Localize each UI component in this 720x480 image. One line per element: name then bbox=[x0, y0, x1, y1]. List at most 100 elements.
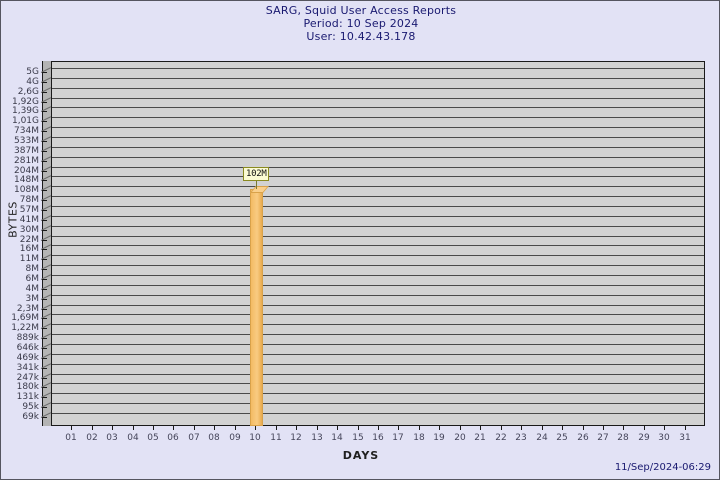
y-axis-label: 533M bbox=[14, 136, 39, 146]
x-axis-label: 08 bbox=[208, 433, 220, 443]
y-axis-tick bbox=[42, 131, 47, 132]
x-axis-label: 25 bbox=[556, 433, 568, 443]
y-axis-tick bbox=[42, 299, 47, 300]
x-axis-label: 07 bbox=[188, 433, 200, 443]
x-axis-tick bbox=[378, 426, 379, 430]
y-axis-tick bbox=[42, 92, 47, 93]
gridline bbox=[52, 78, 704, 79]
x-axis-tick bbox=[337, 426, 338, 430]
gridline bbox=[52, 413, 704, 414]
y-axis-label: 1,01G bbox=[11, 116, 39, 126]
y-axis-label: 204M bbox=[14, 166, 39, 176]
x-axis-label: 17 bbox=[392, 433, 404, 443]
x-axis-tick bbox=[542, 426, 543, 430]
x-axis-tick bbox=[501, 426, 502, 430]
gridline bbox=[52, 324, 704, 325]
gridline bbox=[52, 186, 704, 187]
x-axis-label: 14 bbox=[331, 433, 343, 443]
y-axis-label: 341k bbox=[16, 363, 39, 373]
y-axis-tick bbox=[42, 230, 47, 231]
gridline bbox=[52, 344, 704, 345]
gridline bbox=[52, 98, 704, 99]
chart-subtitle-period: Period: 10 Sep 2024 bbox=[303, 17, 419, 30]
y-axis-tick bbox=[42, 210, 47, 211]
chart-title-block: SARG, Squid User Access Reports Period: … bbox=[1, 4, 719, 43]
x-axis-tick bbox=[664, 426, 665, 430]
y-axis-tick bbox=[42, 338, 47, 339]
data-bar-face bbox=[251, 190, 262, 425]
y-axis-tick bbox=[42, 200, 47, 201]
x-axis-label: 09 bbox=[229, 433, 241, 443]
y-axis-tick bbox=[42, 240, 47, 241]
gridline bbox=[52, 157, 704, 158]
x-axis-tick bbox=[194, 426, 195, 430]
x-axis-tick bbox=[112, 426, 113, 430]
y-axis-tick bbox=[42, 318, 47, 319]
gridline bbox=[52, 127, 704, 128]
data-bar-top-cap bbox=[250, 186, 269, 193]
y-axis-label: 16M bbox=[19, 244, 39, 254]
y-axis-label: 69k bbox=[22, 412, 39, 422]
x-axis-label: 27 bbox=[597, 433, 609, 443]
gridline bbox=[52, 393, 704, 394]
y-axis-tick bbox=[42, 249, 47, 250]
x-axis-tick bbox=[439, 426, 440, 430]
x-axis-label: 01 bbox=[65, 433, 77, 443]
x-axis-tick bbox=[71, 426, 72, 430]
x-axis-tick bbox=[133, 426, 134, 430]
plot-bottom-right-bevel bbox=[705, 416, 715, 426]
x-axis-label: 05 bbox=[147, 433, 159, 443]
y-axis-label: 2,6G bbox=[17, 87, 39, 97]
y-axis-tick bbox=[42, 161, 47, 162]
chart-title: SARG, Squid User Access Reports bbox=[265, 4, 457, 17]
x-axis-label: 22 bbox=[495, 433, 507, 443]
x-axis-label: 12 bbox=[290, 433, 302, 443]
y-axis-label: 889k bbox=[16, 333, 39, 343]
x-axis-tick bbox=[255, 426, 256, 430]
gridline bbox=[52, 226, 704, 227]
x-axis-tick bbox=[460, 426, 461, 430]
x-axis-label: 28 bbox=[617, 433, 629, 443]
x-axis-tick bbox=[296, 426, 297, 430]
y-axis-tick bbox=[42, 190, 47, 191]
plot-left-bevel bbox=[42, 61, 52, 426]
y-axis-tick bbox=[42, 417, 47, 418]
x-axis-tick bbox=[153, 426, 154, 430]
y-axis-label: 4G bbox=[26, 77, 39, 87]
y-axis-tick bbox=[42, 397, 47, 398]
y-axis-tick bbox=[42, 259, 47, 260]
y-axis-label: 108M bbox=[14, 185, 39, 195]
x-axis-tick bbox=[317, 426, 318, 430]
gridline bbox=[52, 295, 704, 296]
y-axis-tick bbox=[42, 328, 47, 329]
y-axis-title: BYTES bbox=[6, 201, 20, 238]
x-axis-label: 11 bbox=[270, 433, 282, 443]
x-axis-tick bbox=[214, 426, 215, 430]
x-axis-label: 20 bbox=[454, 433, 466, 443]
gridline bbox=[52, 216, 704, 217]
x-axis-label: 21 bbox=[474, 433, 486, 443]
y-axis-label: 180k bbox=[16, 382, 39, 392]
gridline bbox=[52, 68, 704, 69]
y-axis-tick bbox=[42, 141, 47, 142]
y-axis-label: 469k bbox=[16, 353, 39, 363]
x-axis-tick bbox=[480, 426, 481, 430]
x-axis-label: 04 bbox=[127, 433, 139, 443]
y-axis-label: 8M bbox=[25, 264, 40, 274]
x-axis-label: 02 bbox=[86, 433, 98, 443]
gridline bbox=[52, 275, 704, 276]
gridline bbox=[52, 255, 704, 256]
x-axis-tick bbox=[603, 426, 604, 430]
gridline bbox=[52, 88, 704, 89]
y-axis-label: 11M bbox=[19, 254, 39, 264]
x-axis-label: 24 bbox=[536, 433, 548, 443]
y-axis-tick bbox=[42, 368, 47, 369]
gridline bbox=[52, 196, 704, 197]
gridline bbox=[52, 137, 704, 138]
gridline bbox=[52, 285, 704, 286]
x-axis-label: 13 bbox=[311, 433, 323, 443]
gridline bbox=[52, 167, 704, 168]
x-axis-label: 03 bbox=[106, 433, 118, 443]
gridline bbox=[52, 374, 704, 375]
